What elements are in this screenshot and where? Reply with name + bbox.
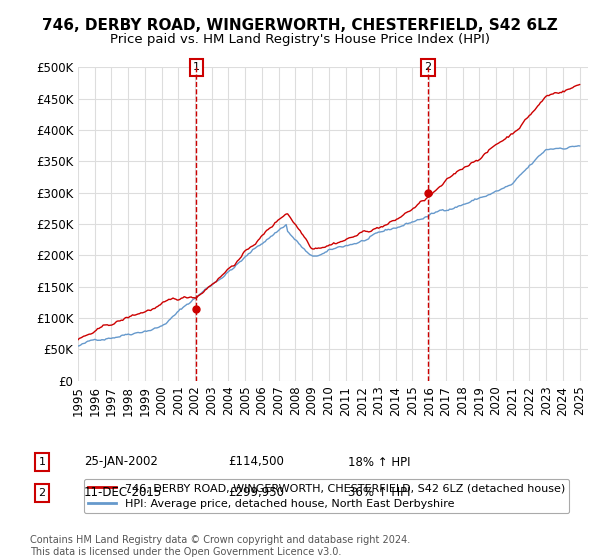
Text: 2: 2: [38, 488, 46, 498]
Text: 1: 1: [193, 62, 200, 72]
Text: Contains HM Land Registry data © Crown copyright and database right 2024.
This d: Contains HM Land Registry data © Crown c…: [30, 535, 410, 557]
Text: £299,950: £299,950: [228, 486, 284, 500]
Text: 11-DEC-2015: 11-DEC-2015: [84, 486, 162, 500]
Text: 746, DERBY ROAD, WINGERWORTH, CHESTERFIELD, S42 6LZ: 746, DERBY ROAD, WINGERWORTH, CHESTERFIE…: [42, 18, 558, 32]
Text: 2: 2: [424, 62, 431, 72]
Legend: 746, DERBY ROAD, WINGERWORTH, CHESTERFIELD, S42 6LZ (detached house), HPI: Avera: 746, DERBY ROAD, WINGERWORTH, CHESTERFIE…: [83, 479, 569, 513]
Text: 18% ↑ HPI: 18% ↑ HPI: [348, 455, 410, 469]
Text: Price paid vs. HM Land Registry's House Price Index (HPI): Price paid vs. HM Land Registry's House …: [110, 32, 490, 46]
Text: 36% ↑ HPI: 36% ↑ HPI: [348, 486, 410, 500]
Text: 1: 1: [38, 457, 46, 467]
Text: £114,500: £114,500: [228, 455, 284, 469]
Text: 25-JAN-2002: 25-JAN-2002: [84, 455, 158, 469]
